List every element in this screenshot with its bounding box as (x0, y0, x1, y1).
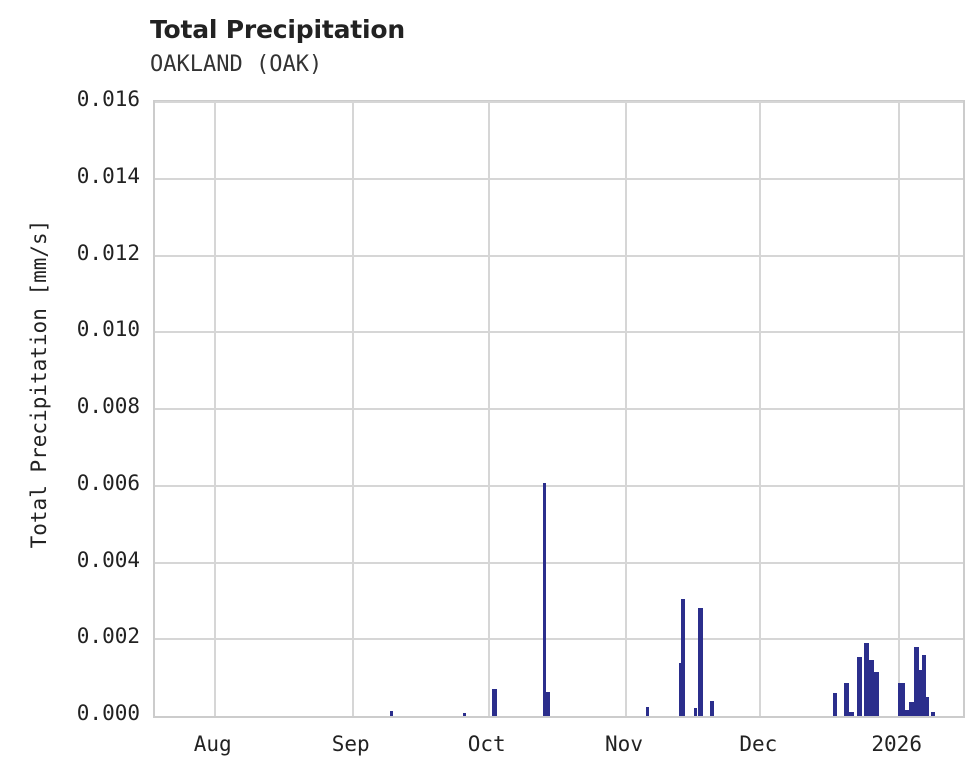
bar (545, 692, 550, 716)
bar (904, 710, 909, 716)
x-axis-tick-label: Sep (331, 732, 370, 756)
bar (873, 671, 879, 716)
bar (694, 707, 697, 716)
bar (492, 689, 497, 716)
bar (864, 643, 869, 716)
x-axis-tick-label: Aug (193, 732, 232, 756)
x-axis-tick-label: Nov (605, 732, 643, 756)
y-axis-tick-label: 0.004 (76, 547, 140, 572)
bar (913, 646, 919, 716)
gridline-horizontal (155, 331, 963, 334)
y-axis-tick-label: 0.014 (76, 163, 140, 188)
gridline-vertical (487, 102, 490, 716)
gridline-horizontal (155, 561, 963, 564)
bar (679, 662, 682, 716)
gridline-vertical (351, 102, 354, 716)
bar (462, 713, 466, 716)
bar (390, 711, 393, 716)
bar (908, 701, 914, 716)
x-axis-tick-label: Oct (467, 732, 506, 756)
x-axis-tick-label: 2026 (871, 732, 922, 756)
y-axis-tick-label: 0.012 (76, 240, 140, 265)
gridline-vertical (213, 102, 216, 716)
y-axis-tick-label: 0.010 (76, 317, 140, 342)
bar (697, 607, 703, 716)
gridline-horizontal (155, 484, 963, 487)
bar (681, 599, 685, 716)
bar (922, 654, 926, 716)
plot-area (153, 100, 965, 718)
gridline-vertical (897, 102, 900, 716)
gridline-horizontal (155, 101, 963, 103)
chart-subtitle: OAKLAND (OAK) (150, 52, 323, 77)
chart-title: Total Precipitation (150, 15, 405, 44)
y-axis-tick-label: 0.006 (76, 470, 140, 495)
bar (710, 700, 714, 716)
bar (869, 660, 874, 716)
x-axis-tick-label: Dec (739, 732, 778, 756)
gridline-horizontal (155, 638, 963, 641)
bar (543, 482, 546, 716)
y-axis-tick-label: 0.000 (76, 701, 140, 725)
y-axis-tick-label: 0.002 (76, 624, 140, 649)
gridline-vertical (759, 102, 762, 716)
gridline-horizontal (155, 408, 963, 410)
y-axis-tick-label: 0.016 (76, 87, 140, 111)
bar (856, 656, 862, 716)
bar (843, 682, 849, 716)
gridline-horizontal (155, 177, 963, 180)
bar (645, 707, 649, 716)
bar (931, 712, 935, 716)
bar (832, 692, 837, 716)
y-axis-tick-label: 0.008 (76, 394, 140, 418)
bar (897, 682, 905, 716)
y-axis-tick-labels: 0.000 0.002 0.004 0.006 0.008 0.010 0.012 0.014… (0, 87, 140, 725)
bar (918, 670, 923, 716)
x-axis-tick-labels: Aug Sep Oct Nov Dec 2026 (0, 732, 980, 762)
bar (848, 712, 854, 716)
gridline-horizontal (155, 254, 963, 257)
gridline-vertical (625, 102, 627, 716)
bar (926, 696, 929, 716)
